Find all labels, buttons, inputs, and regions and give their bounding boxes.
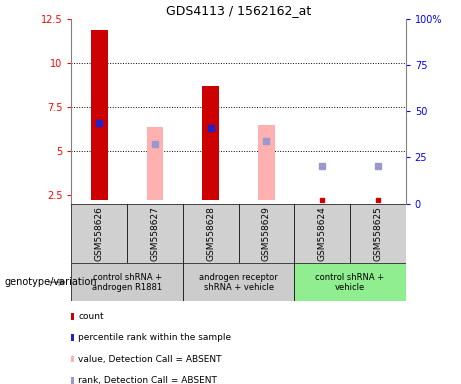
Text: percentile rank within the sample: percentile rank within the sample xyxy=(78,333,231,343)
Text: control shRNA +
vehicle: control shRNA + vehicle xyxy=(315,273,384,292)
Bar xyxy=(183,204,238,263)
Text: androgen receptor
shRNA + vehicle: androgen receptor shRNA + vehicle xyxy=(199,273,278,292)
Bar xyxy=(294,263,406,301)
Bar xyxy=(202,86,219,200)
Text: rank, Detection Call = ABSENT: rank, Detection Call = ABSENT xyxy=(78,376,217,384)
Bar xyxy=(127,204,183,263)
Text: GSM558625: GSM558625 xyxy=(373,206,382,261)
Bar xyxy=(71,204,127,263)
Text: genotype/variation: genotype/variation xyxy=(5,277,97,287)
Text: GSM558624: GSM558624 xyxy=(318,206,327,261)
Bar xyxy=(147,127,163,200)
Text: control shRNA +
androgen R1881: control shRNA + androgen R1881 xyxy=(92,273,162,292)
Bar xyxy=(258,124,275,200)
Bar xyxy=(71,263,183,301)
Bar xyxy=(183,263,294,301)
Text: GSM558628: GSM558628 xyxy=(206,206,215,261)
Bar xyxy=(350,204,406,263)
Bar xyxy=(91,30,108,200)
Text: count: count xyxy=(78,312,104,321)
Bar xyxy=(238,204,294,263)
Bar xyxy=(294,204,350,263)
Text: GSM558627: GSM558627 xyxy=(150,206,160,261)
Text: GSM558626: GSM558626 xyxy=(95,206,104,261)
Text: value, Detection Call = ABSENT: value, Detection Call = ABSENT xyxy=(78,354,222,364)
Title: GDS4113 / 1562162_at: GDS4113 / 1562162_at xyxy=(166,3,311,17)
Text: GSM558629: GSM558629 xyxy=(262,206,271,261)
